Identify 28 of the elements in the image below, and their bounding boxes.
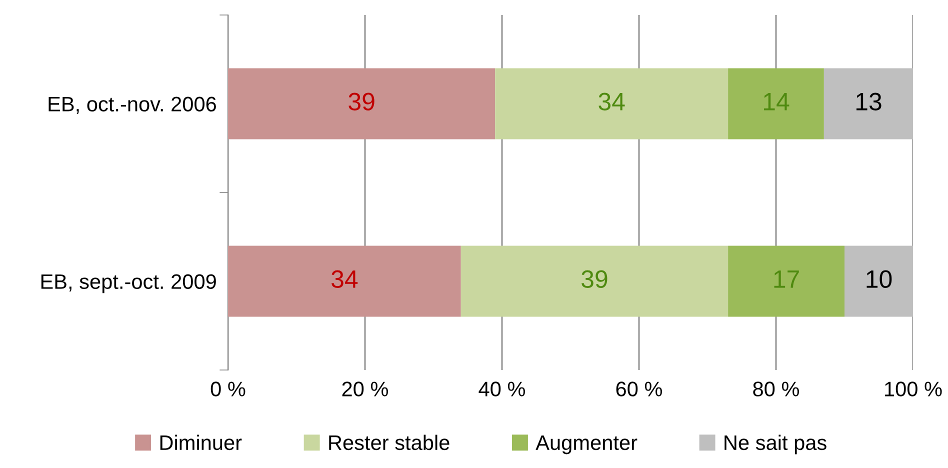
legend-label: Ne sait pas [724,434,826,454]
data-label: 10 [866,270,892,288]
data-label: 14 [764,93,790,110]
bar [844,246,913,317]
y-tick-label: EB, oct.-nov. 2006 [48,96,216,114]
data-label: 13 [856,92,882,110]
data-label: 39 [582,270,608,288]
data-label: 17 [774,270,799,288]
x-tick-label: 20 % [342,382,388,396]
x-tick-label: 0 % [210,382,246,396]
x-tick-label: 80 % [753,382,800,396]
data-label: 39 [348,92,374,110]
y-tick-label: EB, sept.-oct. 2009 [41,274,216,294]
legend-label: Diminuer [160,434,242,450]
data-label: 34 [332,270,358,288]
bar [728,68,824,140]
legend-label: Rester stable [329,434,450,450]
bar [228,68,496,140]
x-tick-label: 40 % [478,382,526,396]
bar [460,246,728,317]
x-tick-label: 60 % [616,382,662,396]
data-label: 34 [598,92,625,110]
bar [495,68,728,140]
bar [228,246,461,317]
x-tick-label: 100 % [885,382,942,396]
bar [728,246,844,317]
bar [824,68,913,140]
legend-label: Augmenter [536,436,638,454]
